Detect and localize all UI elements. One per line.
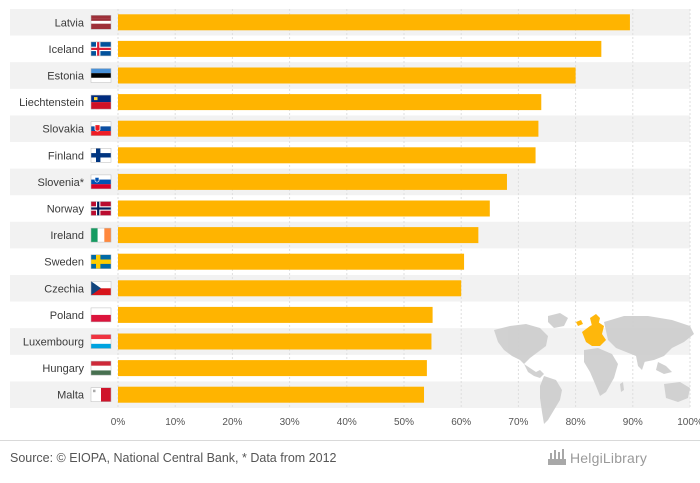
map-europe bbox=[582, 322, 606, 346]
x-tick-label: 90% bbox=[623, 417, 643, 428]
latvia-flag-icon bbox=[90, 15, 112, 30]
category-label: Malta bbox=[57, 390, 85, 402]
bar-chart: Latvia Iceland Estonia Liechtenstein Slovaki… bbox=[10, 9, 700, 428]
poland-flag-icon bbox=[90, 307, 112, 323]
estonia-flag-icon bbox=[90, 68, 112, 83]
map-greenland bbox=[548, 313, 568, 328]
category-label: Slovenia* bbox=[38, 177, 85, 189]
footer-divider bbox=[0, 440, 700, 441]
x-tick-label: 80% bbox=[566, 417, 586, 428]
czechia-flag-icon bbox=[90, 281, 112, 296]
x-tick-label: 100% bbox=[677, 417, 700, 428]
category-label: Sweden bbox=[44, 257, 84, 269]
liechtenstein-flag-icon bbox=[90, 94, 112, 110]
x-tick-label: 40% bbox=[337, 417, 357, 428]
bar bbox=[118, 253, 465, 270]
map-south-america bbox=[540, 376, 562, 424]
x-tick-label: 10% bbox=[165, 417, 185, 428]
bar bbox=[118, 200, 490, 217]
map-iceland bbox=[576, 320, 583, 326]
finland-flag-icon bbox=[90, 148, 112, 163]
bar bbox=[118, 360, 427, 377]
bar bbox=[118, 386, 425, 403]
map-asia bbox=[604, 316, 694, 362]
bar bbox=[118, 67, 576, 84]
helgilibrary-logo-icon bbox=[548, 449, 566, 465]
luxembourg-flag-icon bbox=[90, 334, 112, 349]
category-label: Slovakia bbox=[42, 124, 84, 136]
map-australia bbox=[664, 382, 690, 402]
bar bbox=[118, 306, 433, 323]
x-tick-label: 20% bbox=[222, 417, 242, 428]
category-label: Estonia bbox=[47, 71, 85, 83]
brand-logo-text: HelgiLibrary bbox=[570, 450, 648, 466]
bar bbox=[118, 173, 507, 190]
iceland-flag-icon bbox=[90, 41, 112, 57]
bar bbox=[118, 147, 536, 164]
bar bbox=[118, 333, 432, 350]
ireland-flag-icon bbox=[90, 227, 112, 243]
category-label: Norway bbox=[47, 204, 85, 216]
map-north-america bbox=[494, 324, 548, 364]
malta-flag-icon bbox=[90, 387, 112, 402]
x-tick-label: 60% bbox=[451, 417, 471, 428]
bar bbox=[118, 40, 602, 57]
category-label: Czechia bbox=[44, 283, 85, 295]
category-label: Hungary bbox=[42, 363, 84, 375]
norway-flag-icon bbox=[90, 201, 112, 216]
map-southeast-asia bbox=[656, 362, 672, 374]
category-label: Poland bbox=[50, 310, 84, 322]
map-central-america bbox=[524, 364, 544, 378]
category-label: Ireland bbox=[50, 230, 84, 242]
bar bbox=[118, 14, 630, 31]
map-scandinavia bbox=[590, 314, 600, 326]
bar bbox=[118, 94, 542, 111]
bar bbox=[118, 227, 479, 244]
bar bbox=[118, 120, 539, 137]
map-africa bbox=[584, 348, 618, 396]
hungary-flag-icon bbox=[90, 360, 112, 376]
source-note: Source: © EIOPA, National Central Bank, … bbox=[10, 451, 337, 465]
map-madagascar bbox=[620, 382, 624, 392]
category-label: Liechtenstein bbox=[19, 97, 84, 109]
category-label: Luxembourg bbox=[23, 337, 84, 349]
map-india bbox=[636, 356, 646, 370]
x-tick-label: 50% bbox=[394, 417, 414, 428]
sweden-flag-icon bbox=[90, 254, 112, 269]
category-label: Iceland bbox=[49, 44, 84, 56]
x-tick-label: 0% bbox=[111, 417, 126, 428]
x-tick-label: 70% bbox=[508, 417, 528, 428]
category-label: Finland bbox=[48, 150, 84, 162]
x-tick-label: 30% bbox=[280, 417, 300, 428]
slovenia-flag-icon bbox=[90, 174, 112, 190]
world-map-watermark bbox=[494, 313, 694, 424]
bar bbox=[118, 280, 462, 297]
slovakia-flag-icon bbox=[90, 121, 112, 136]
category-label: Latvia bbox=[55, 17, 85, 29]
